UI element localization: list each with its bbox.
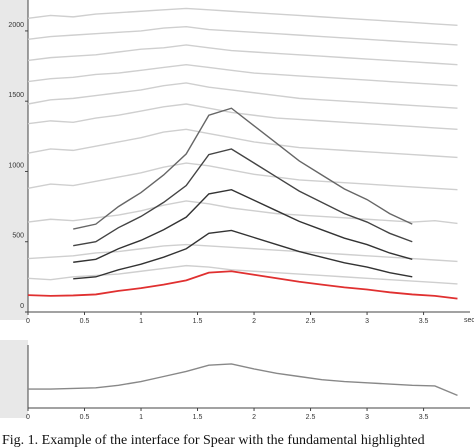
x-tick-label: 0.5	[80, 318, 90, 325]
partial-line	[27, 7, 458, 26]
partial-line	[27, 82, 458, 109]
partial-line	[27, 63, 458, 87]
axis-strip	[0, 340, 28, 418]
partial-line	[27, 128, 458, 159]
x-tick-label: 3.5	[419, 414, 429, 421]
x-tick-label: 1	[139, 318, 143, 325]
partial-line	[27, 200, 458, 225]
x-tick-label: 3	[365, 414, 369, 421]
y-tick-label: 1000	[8, 162, 24, 169]
partial-line	[27, 264, 458, 285]
x-tick-label: 2	[252, 414, 256, 421]
y-tick-label: 0	[20, 303, 24, 310]
partial-line	[27, 270, 458, 300]
partial-line	[73, 107, 413, 230]
partial-line	[73, 229, 413, 280]
x-tick-label: 3.5	[419, 318, 429, 325]
x-tick-label: 3	[365, 318, 369, 325]
x-tick-label: 1.5	[193, 414, 203, 421]
x-tick-label: 0	[26, 318, 30, 325]
partial-line	[28, 363, 458, 397]
x-tick-label: 1	[139, 414, 143, 421]
x-tick-label: 2	[252, 318, 256, 325]
partial-line	[27, 44, 458, 66]
x-tick-label: 0.5	[80, 414, 90, 421]
partial-line	[27, 162, 458, 191]
partial-line	[73, 148, 413, 247]
partial-line	[27, 26, 458, 46]
y-tick-label: 1500	[8, 92, 24, 99]
x-tick-label: 1.5	[193, 318, 203, 325]
axis-strip	[0, 0, 28, 320]
x-tick-label: 0	[26, 414, 30, 421]
x-tick-label: 2.5	[306, 414, 316, 421]
partial-line	[73, 189, 413, 263]
x-axis-label: seconds	[464, 317, 474, 324]
caption: Fig. 1. Example of the interface for Spe…	[2, 433, 425, 447]
x-tick-label: 2.5	[306, 318, 316, 325]
y-tick-label: 500	[12, 233, 24, 240]
partial-line	[27, 243, 458, 263]
partial-line	[27, 103, 458, 130]
y-tick-label: 2000	[8, 22, 24, 29]
